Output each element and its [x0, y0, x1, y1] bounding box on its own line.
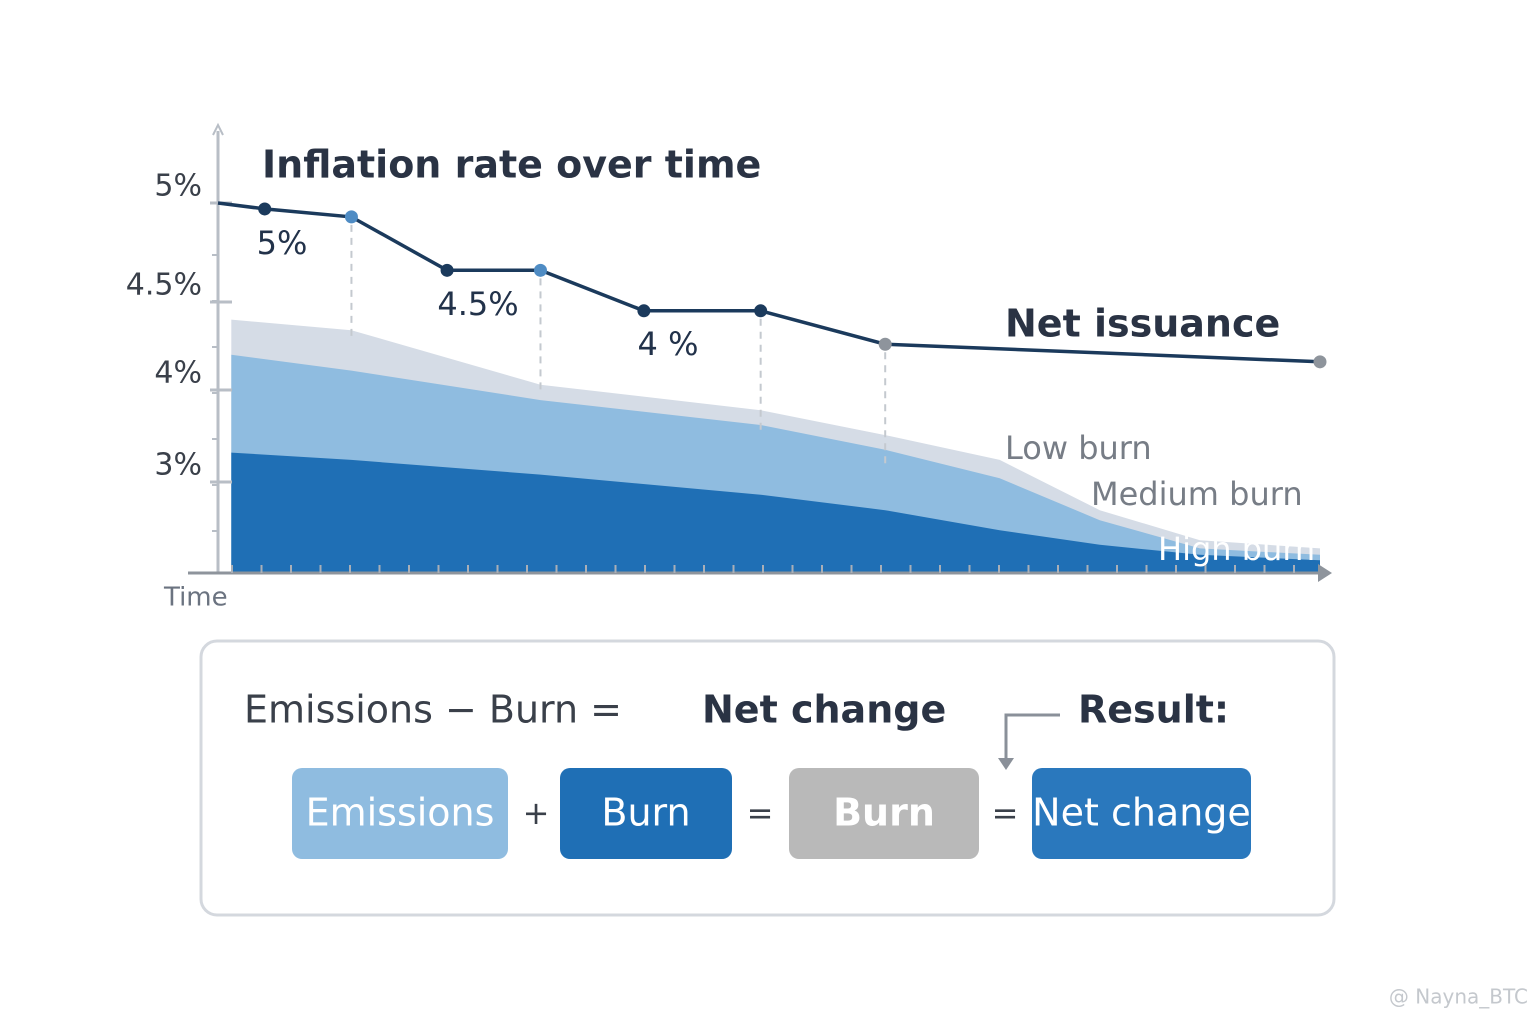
point [258, 202, 272, 216]
formula-operator: = [992, 794, 1019, 832]
point-label: 4.5% [437, 285, 518, 323]
x-axis-label: Time [163, 583, 228, 613]
formula-box [292, 768, 508, 859]
formula-boxes: Emissions Burn Burn Net change + = = [292, 768, 1251, 859]
formula-box-label: Burn [601, 791, 690, 835]
y-tick-label: 5% [154, 169, 202, 204]
point [533, 263, 547, 277]
formula-box-label: Burn [833, 791, 935, 835]
formula-operator: + [523, 794, 550, 832]
formula-box [1032, 768, 1251, 859]
x-axis-arrow [1318, 564, 1332, 582]
arrow-head [998, 758, 1014, 770]
point [344, 210, 358, 224]
watermark: @ Nayna_BTC [1389, 985, 1528, 1009]
point [754, 304, 768, 318]
equation-result: Net change [702, 688, 946, 732]
formula-box-label: Net change [1032, 791, 1251, 835]
formula-box-label: Emissions [306, 791, 495, 835]
point [440, 263, 454, 277]
result-label: Result: [1078, 688, 1229, 732]
point [1313, 355, 1327, 369]
equation: Emissions − Burn = [244, 688, 622, 732]
chart-title: Inflation rate over time [262, 143, 761, 187]
y-tick-label: 4% [154, 356, 202, 391]
point [878, 337, 892, 351]
point [637, 304, 651, 318]
y-tick-label: 4.5% [126, 268, 202, 303]
area-label: High burn [1158, 530, 1315, 568]
point-label: 5% [257, 224, 308, 262]
y-tick-label: 3% [154, 448, 202, 483]
formula-box [560, 768, 732, 859]
y-axis-arrow [212, 122, 224, 136]
formula-box [789, 768, 979, 859]
formula-operator: = [747, 794, 774, 832]
area [231, 452, 1320, 573]
arrow [1004, 713, 1060, 765]
plot: Low burn Medium burn High burn 5% 4.5% 4% 3% Ne… [126, 122, 1332, 582]
point-label: 4 % [638, 325, 699, 363]
area-label: Medium burn [1091, 475, 1303, 513]
series-label: Net issuance [1005, 302, 1280, 346]
area-label: Low burn [1005, 429, 1152, 467]
